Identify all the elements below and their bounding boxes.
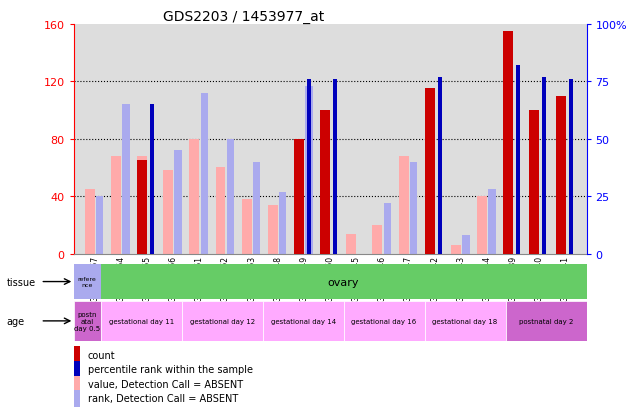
Bar — [344, 301, 424, 341]
Bar — [242, 199, 252, 254]
Bar — [279, 192, 287, 254]
Bar — [542, 78, 546, 254]
Bar — [294, 140, 304, 254]
Bar — [410, 162, 417, 254]
Bar — [181, 301, 263, 341]
Bar — [122, 105, 129, 254]
Text: age: age — [6, 316, 24, 326]
Bar — [74, 347, 80, 363]
Bar — [74, 301, 101, 341]
Bar — [137, 161, 147, 254]
Text: gestational day 14: gestational day 14 — [271, 318, 336, 324]
Bar — [425, 89, 435, 254]
Bar — [333, 80, 337, 254]
Bar — [189, 140, 199, 254]
Bar — [503, 32, 513, 254]
Bar — [215, 168, 226, 254]
Bar — [163, 171, 173, 254]
Text: percentile rank within the sample: percentile rank within the sample — [88, 364, 253, 374]
Bar — [462, 236, 470, 254]
Bar — [74, 264, 101, 299]
Text: value, Detection Call = ABSENT: value, Detection Call = ABSENT — [88, 379, 243, 389]
Text: gestational day 18: gestational day 18 — [433, 318, 497, 324]
Bar — [516, 66, 520, 254]
Bar — [488, 190, 495, 254]
Bar — [529, 111, 540, 254]
Bar — [506, 301, 587, 341]
Bar — [556, 96, 565, 254]
Bar — [150, 105, 154, 254]
Bar — [569, 80, 572, 254]
Bar — [111, 157, 121, 254]
Bar — [96, 197, 103, 254]
Text: rank, Detection Call = ABSENT: rank, Detection Call = ABSENT — [88, 394, 238, 404]
Text: count: count — [88, 350, 115, 360]
Text: refere
nce: refere nce — [78, 276, 97, 287]
Text: gestational day 11: gestational day 11 — [108, 318, 174, 324]
Bar — [74, 376, 80, 392]
Bar — [438, 78, 442, 254]
Bar — [320, 111, 330, 254]
Bar — [74, 361, 80, 377]
Bar — [268, 205, 278, 254]
Bar — [174, 151, 182, 254]
Bar — [227, 140, 234, 254]
Text: ovary: ovary — [328, 277, 360, 287]
Bar — [307, 80, 311, 254]
Bar — [101, 301, 181, 341]
Bar — [399, 157, 408, 254]
Bar — [477, 197, 487, 254]
Bar — [201, 93, 208, 254]
Text: gestational day 12: gestational day 12 — [190, 318, 254, 324]
Bar — [85, 190, 95, 254]
Bar — [346, 234, 356, 254]
Text: GDS2203 / 1453977_at: GDS2203 / 1453977_at — [163, 10, 324, 24]
Bar — [253, 162, 260, 254]
Bar — [74, 390, 80, 407]
Bar — [305, 87, 313, 254]
Text: gestational day 16: gestational day 16 — [351, 318, 417, 324]
Text: tissue: tissue — [6, 277, 35, 287]
Bar — [384, 204, 391, 254]
Bar — [263, 301, 344, 341]
Bar — [424, 301, 506, 341]
Text: postn
atal
day 0.5: postn atal day 0.5 — [74, 311, 100, 331]
Text: postnatal day 2: postnatal day 2 — [519, 318, 573, 324]
Bar — [137, 157, 147, 254]
Bar — [372, 225, 383, 254]
Bar — [451, 245, 461, 254]
